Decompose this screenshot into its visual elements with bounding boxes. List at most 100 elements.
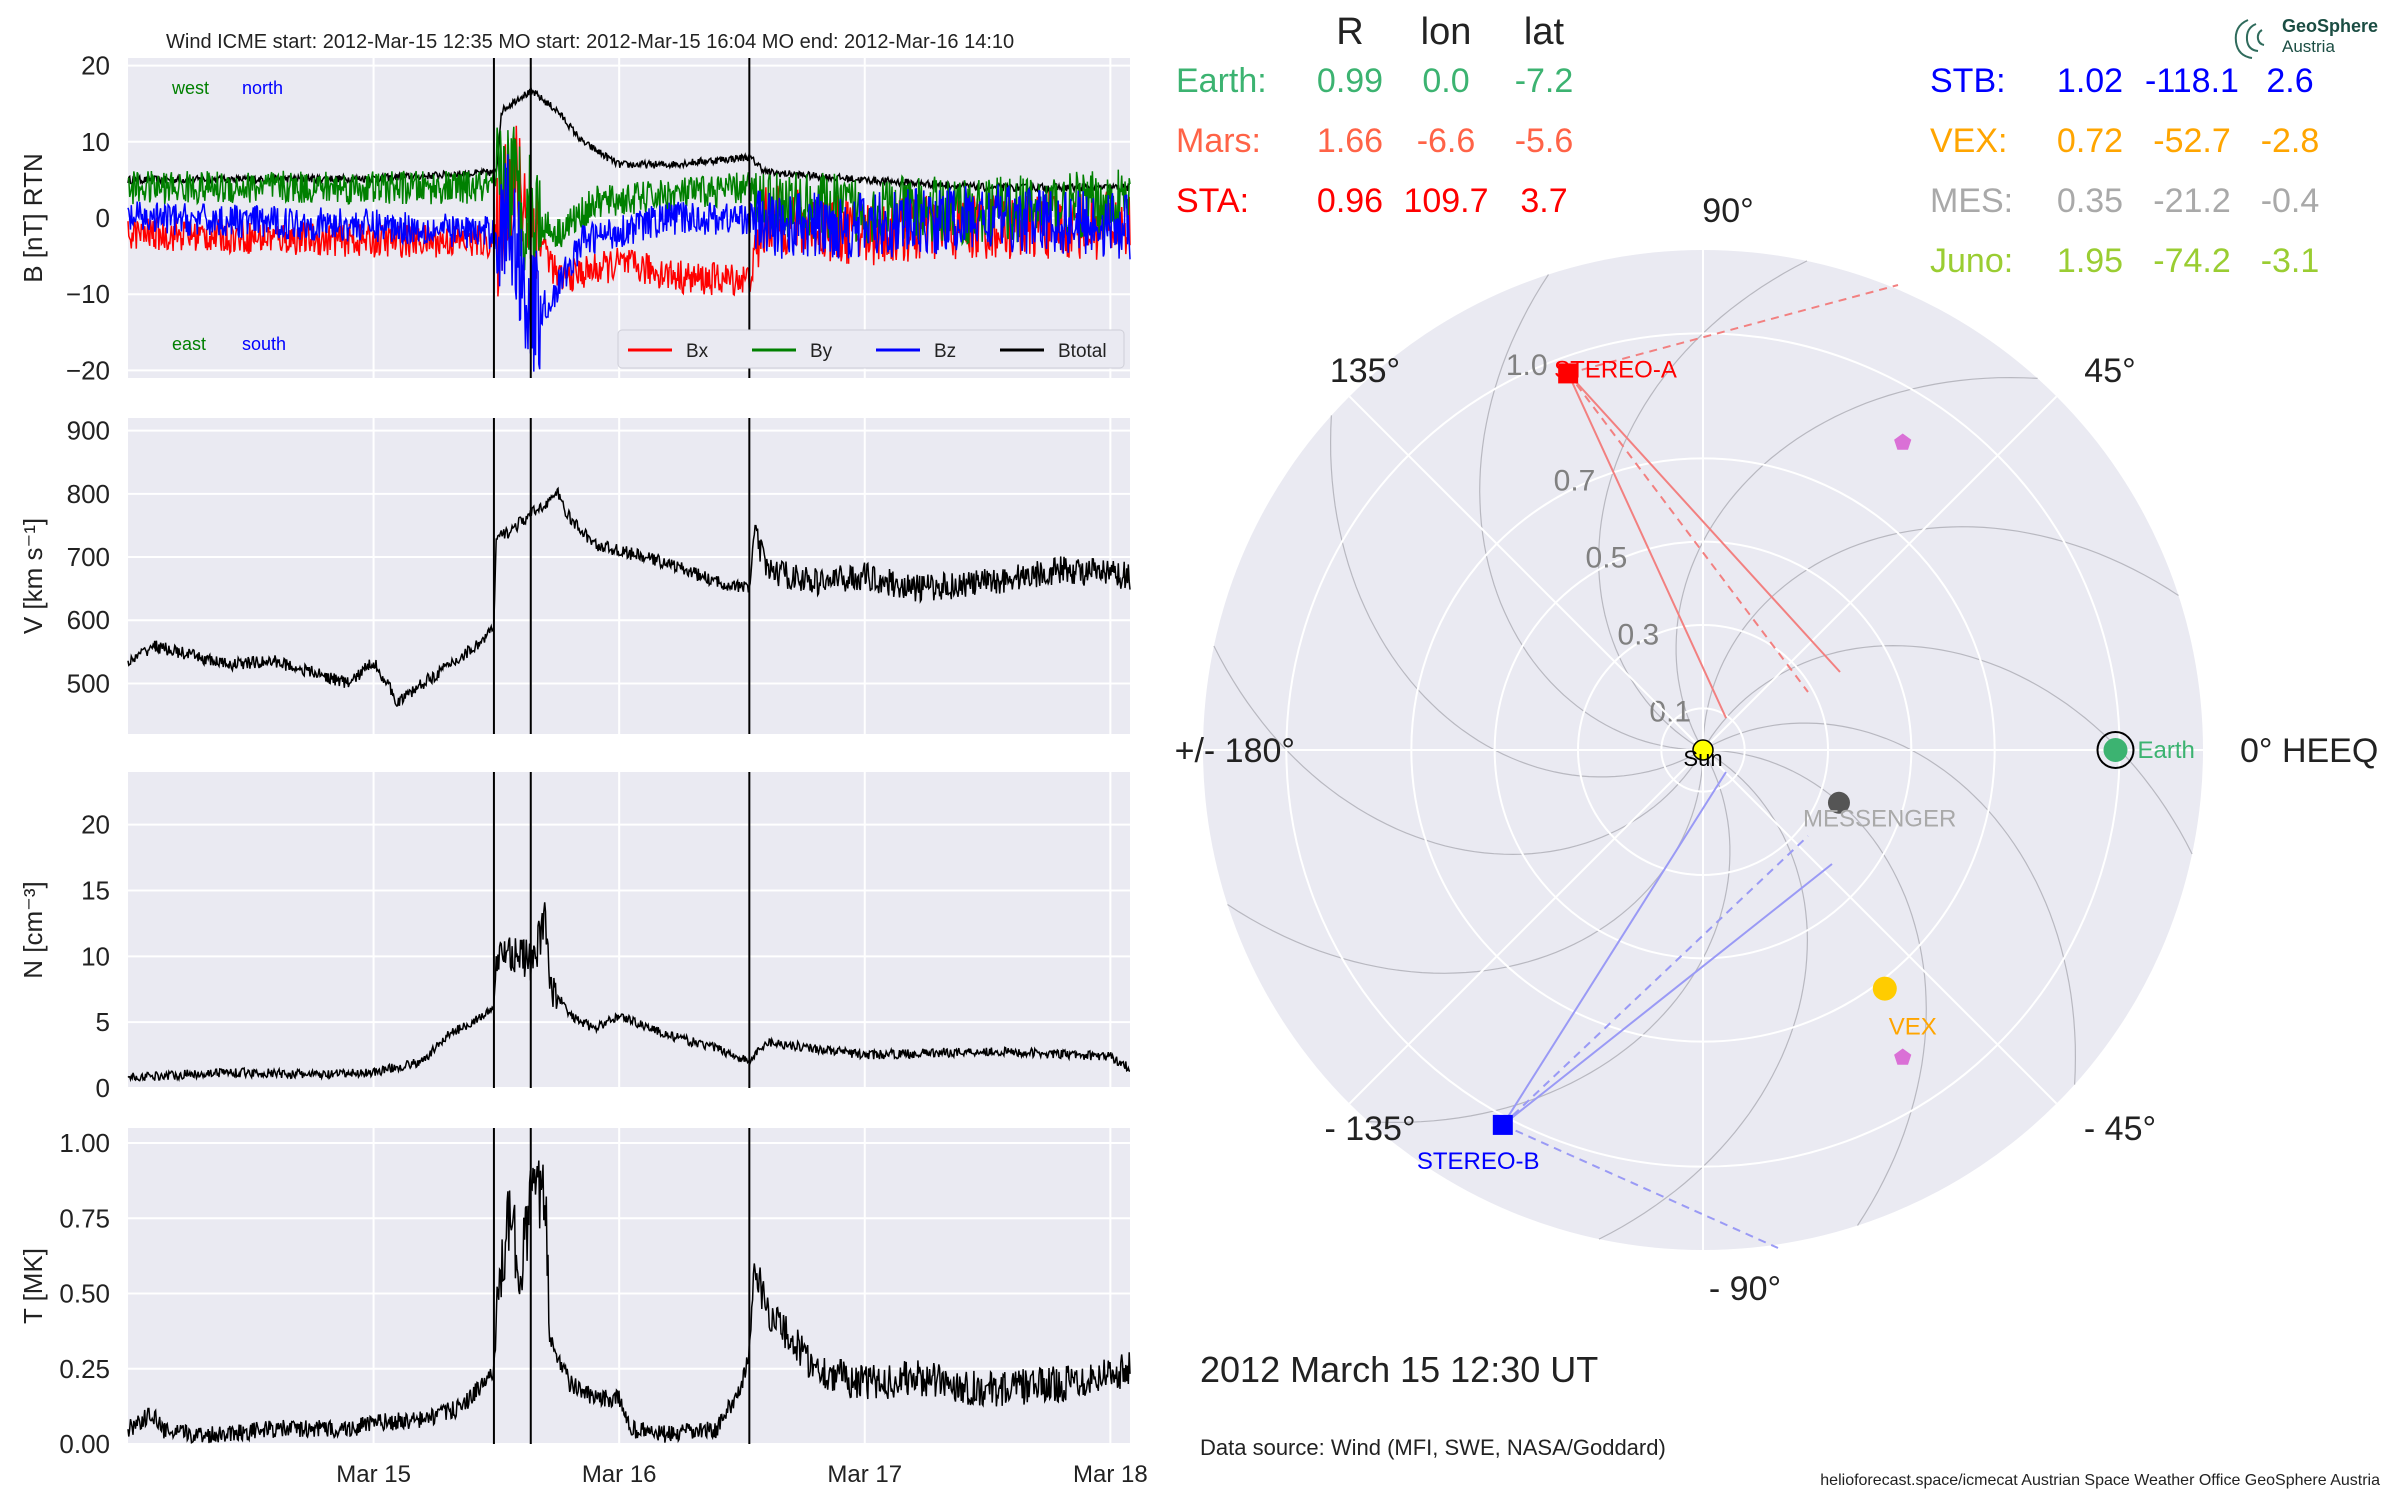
vex-marker [1872, 976, 1897, 1001]
ytick-label: 0.75 [59, 1203, 110, 1233]
table-right-row-1-r: 0.72 [2057, 122, 2123, 160]
logo-swirl-icon [2234, 19, 2265, 59]
table-right-row-0-r: 1.02 [2057, 62, 2123, 100]
panel-background [128, 772, 1130, 1088]
insitu-title: Wind ICME start: 2012-Mar-15 12:35 MO st… [166, 31, 1014, 53]
sun-marker [1692, 739, 1714, 761]
marker-pentagon-top [1894, 433, 1912, 450]
angle-label: 90° [1702, 192, 1753, 230]
series-n [127, 902, 1131, 1083]
ylabel: B [nT] RTN [18, 153, 48, 283]
vex-label: VEX [1889, 1014, 1937, 1041]
table-right-row-2-r: 0.35 [2057, 182, 2123, 220]
table-header-lon: lon [1421, 11, 1472, 53]
series-v [127, 486, 1131, 708]
table-right-row-2-lon: -21.2 [2153, 182, 2231, 220]
ytick-label: 0.50 [59, 1279, 110, 1309]
table-left-row-0-r: 0.99 [1317, 62, 1383, 100]
series-bx [127, 125, 1131, 297]
panel-speed: 900 800 700 600 500 V [km s⁻¹] [18, 416, 1131, 734]
ylabel: T [MK] [18, 1248, 48, 1324]
ytick-label: 0 [96, 1073, 110, 1103]
table-left-row-1-r: 1.66 [1317, 122, 1383, 160]
ylabel: V [km s⁻¹] [18, 518, 48, 634]
table-left-row-1-lat: -5.6 [1515, 122, 1574, 160]
angle-label: - 90° [1709, 1270, 1781, 1308]
angle-label: +/- 180° [1175, 732, 1295, 770]
ytick-label: 20 [81, 810, 110, 840]
stb-fov-line [1502, 835, 1809, 1126]
radial-tick-label: 1.0 [1506, 349, 1548, 382]
table-right-row-1-lon: -52.7 [2153, 122, 2231, 160]
stereo-a-marker [1558, 363, 1579, 384]
messenger-label: MESSENGER [1803, 806, 1956, 833]
ytick-label: 600 [67, 605, 110, 635]
table-left-row-1-name: Mars: [1176, 122, 1261, 160]
sun-label: Sun [1683, 746, 1722, 771]
insitu-panels: 20 10 0 −10 −20 B [nT] RTN west north east south B… [18, 51, 1148, 1488]
table-right-row-0-lon: -118.1 [2145, 62, 2239, 100]
footer-credits: helioforecast.space/icmecat Austrian Spa… [1820, 1472, 2380, 1489]
annotation-west: west [171, 78, 209, 98]
ytick-label: 700 [67, 542, 110, 572]
table-left-row-1-lon: -6.6 [1417, 122, 1476, 160]
ytick-label: −10 [66, 279, 110, 309]
angle-label: 45° [2084, 352, 2135, 390]
stereo-a-label: STEREO-A [1554, 356, 1677, 383]
marker-pentagon-bottom [1894, 1048, 1912, 1065]
ytick-label: 0 [96, 203, 110, 233]
sta-fov-line [1567, 372, 1727, 719]
position-table: R lon lat Earth: 0.99 0.0 -7.2 Mars: 1.66 -6.6… [1176, 11, 2319, 280]
panel-magnetic-field: 20 10 0 −10 −20 B [nT] RTN west north east south B… [18, 51, 1131, 385]
geosphere-logo: GeoSphere Austria [2234, 16, 2378, 59]
stb-fov-line [1501, 771, 1727, 1126]
ytick-label: 15 [81, 876, 110, 906]
ytick-label: 1.00 [59, 1128, 110, 1158]
angle-label: 135° [1330, 352, 1400, 390]
table-left-row-2-name: STA: [1176, 182, 1249, 220]
legend-label-by: By [810, 341, 833, 362]
sta-fov-line [1567, 284, 1899, 375]
table-left-row-2-lat: 3.7 [1520, 182, 1567, 220]
table-left-row-0-name: Earth: [1176, 62, 1267, 100]
legend-box [617, 329, 1125, 369]
fov-lines [1501, 284, 1899, 1249]
angular-grid-line [1348, 395, 1704, 751]
sta-fov-line [1567, 372, 1841, 673]
table-right-row-0-lat: 2.6 [2266, 62, 2313, 100]
earth-marker [2103, 738, 2128, 762]
date-label: 2012 March 15 12:30 UT [1200, 1349, 1598, 1390]
series-t [127, 1160, 1131, 1444]
table-right-row-3-lon: -74.2 [2153, 242, 2231, 280]
panel-background [128, 418, 1130, 734]
ytick-label: 500 [67, 668, 110, 698]
table-right-row-1-name: VEX: [1930, 122, 2007, 160]
ytick-label: 900 [67, 416, 110, 446]
radial-tick-label: 0.7 [1554, 465, 1596, 498]
point-messenger: MESSENGER [1803, 791, 1956, 833]
point-sun: Sun [1683, 739, 1723, 771]
point-vex: VEX [1872, 976, 1937, 1041]
table-right-row-3-name: Juno: [1930, 242, 2013, 280]
annotation-north: north [242, 78, 283, 98]
data-source: Data source: Wind (MFI, SWE, NASA/Goddar… [1200, 1435, 1666, 1460]
ytick-label: 0.00 [59, 1429, 110, 1459]
table-right-row-3-lat: -3.1 [2261, 242, 2320, 280]
ylabel: N [cm⁻³] [18, 881, 48, 979]
xtick-label: Mar 17 [827, 1461, 902, 1488]
point-stereo-a: STEREO-A [1554, 356, 1677, 384]
ytick-label: 5 [96, 1007, 110, 1037]
xtick-label: Mar 18 [1073, 1461, 1148, 1488]
messenger-marker [1827, 791, 1850, 814]
point-earth: Earth [2096, 731, 2195, 769]
panel-temperature: 1.00 0.75 0.50 0.25 0.00 T [MK] Mar 15 Mar 16 Ma… [18, 1128, 1148, 1488]
table-right-row-1-lat: -2.8 [2261, 122, 2320, 160]
earth-label: Earth [2138, 737, 2195, 764]
ytick-label: −20 [66, 355, 110, 385]
radial-tick-label: 0.3 [1617, 619, 1659, 652]
polar-orbit-plot: 0.1 0.3 0.5 0.7 1.0 90° 45° 0° HEEQ - 45° - 90° - … [1175, 192, 2379, 1308]
table-left-row-0-lon: 0.0 [1422, 62, 1469, 100]
legend-label-btotal: Btotal [1058, 341, 1107, 362]
table-left-row-0-lat: -7.2 [1515, 62, 1574, 100]
legend-label-bz: Bz [934, 341, 956, 362]
